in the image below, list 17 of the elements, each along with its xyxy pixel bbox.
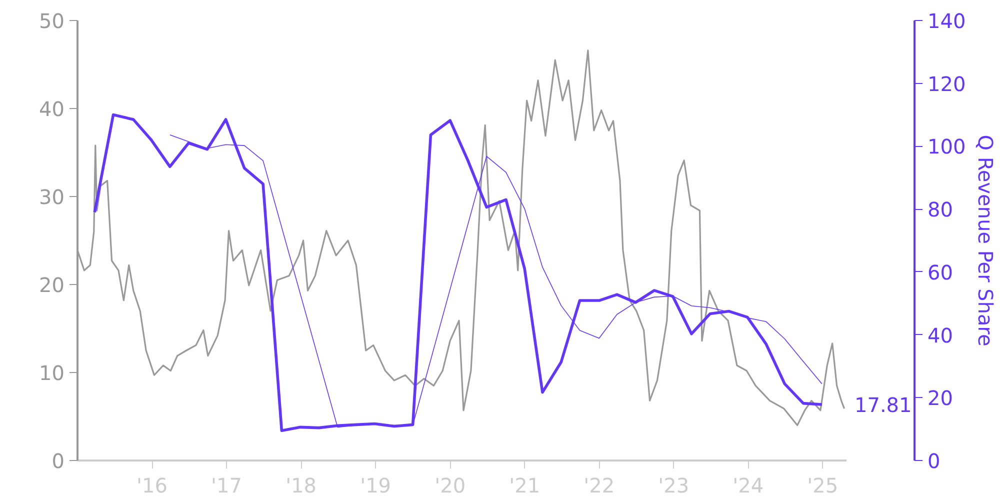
y2-axis-title: Q Revenue Per Share — [974, 134, 998, 346]
y-tick-label: 40 — [39, 97, 65, 121]
y2-tick-label: 40 — [928, 323, 953, 348]
line-series — [93, 113, 824, 432]
y2-tick-label: 0 — [928, 449, 940, 473]
y-tick-label: 0 — [52, 449, 65, 473]
y-tick-label: 30 — [39, 185, 65, 209]
y2-tick-label: 80 — [928, 198, 953, 222]
y2-tick-label: 20 — [928, 386, 953, 410]
y-tick-label: 10 — [39, 361, 65, 385]
text: 17.81 — [854, 393, 912, 418]
y2-tick-label: 120 — [928, 72, 966, 96]
y2-tick-label: 60 — [928, 260, 953, 284]
y2-tick-label: 100 — [928, 134, 966, 159]
y-tick-label: 20 — [39, 273, 65, 297]
y-tick-label: 50 — [39, 9, 65, 33]
y2-tick-label: 140 — [928, 9, 966, 33]
